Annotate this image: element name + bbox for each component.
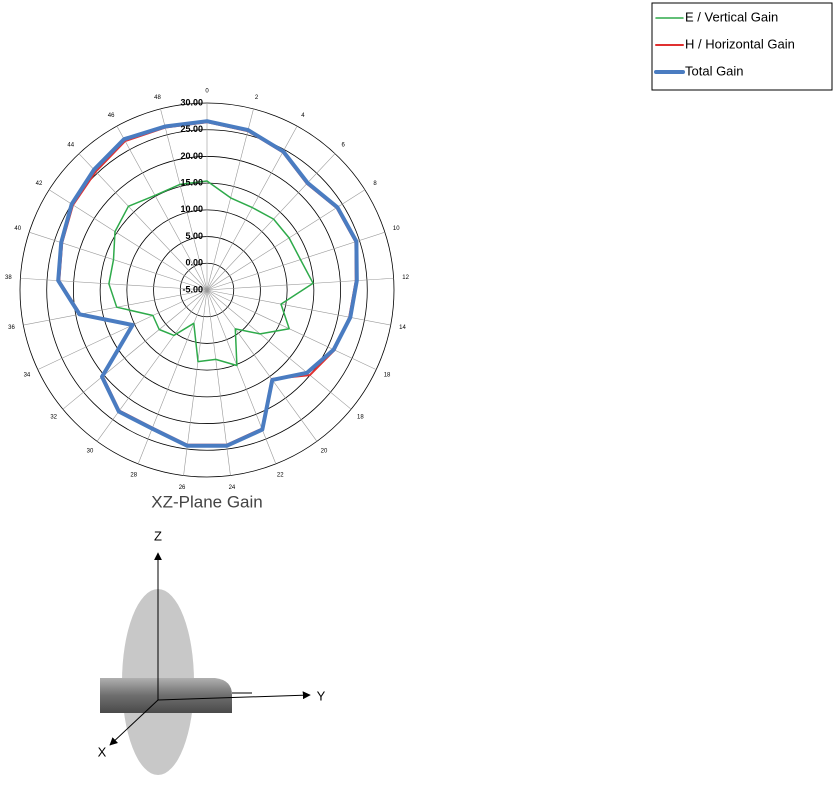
- legend: E / Vertical Gain H / Horizontal Gain Tota…: [651, 2, 833, 91]
- x-axis: [109, 699, 159, 746]
- r-tick-label: 25.00: [180, 124, 203, 134]
- spoke: [23, 289, 208, 326]
- spoke: [206, 289, 377, 370]
- device: [100, 678, 232, 713]
- legend-label: H / Horizontal Gain: [685, 36, 795, 51]
- legend-label: Total Gain: [685, 63, 744, 78]
- series-line: [108, 180, 314, 367]
- angle-label: 24: [229, 485, 236, 491]
- spoke: [78, 153, 208, 291]
- angle-label: 44: [67, 143, 74, 149]
- angle-label: 46: [108, 113, 115, 119]
- angle-label: 20: [321, 449, 328, 455]
- spoke: [37, 289, 208, 370]
- spoke: [206, 277, 394, 291]
- r-tick-label: 0.00: [185, 258, 203, 268]
- angle-label: 12: [402, 275, 409, 281]
- spoke: [116, 125, 208, 291]
- r-tick-label: 10.00: [180, 204, 203, 214]
- angle-label: 34: [24, 372, 31, 378]
- angle-label: 18: [384, 372, 391, 378]
- angle-label: 48: [154, 95, 161, 101]
- series-line: [56, 119, 359, 448]
- angle-label: 36: [8, 325, 15, 331]
- axis-label: X: [98, 744, 107, 759]
- spoke: [137, 289, 208, 464]
- legend-label: E / Vertical Gain: [685, 9, 778, 24]
- spoke: [96, 289, 208, 442]
- spoke: [206, 153, 336, 291]
- axis-label: Z: [154, 528, 162, 543]
- angle-label: 30: [87, 449, 94, 455]
- angle-label: 8: [373, 181, 377, 187]
- spoke: [62, 289, 208, 410]
- spoke: [160, 108, 208, 291]
- spoke: [48, 189, 208, 291]
- angle-label: 32: [50, 414, 57, 420]
- spoke: [29, 231, 208, 291]
- angle-label: 22: [277, 473, 284, 479]
- angle-label: 26: [179, 485, 186, 491]
- angle-label: 14: [399, 325, 406, 331]
- spoke: [206, 289, 277, 464]
- angle-label: 10: [393, 226, 400, 232]
- angle-label: 6: [342, 143, 346, 149]
- axes-diagram: Z Y X: [98, 528, 326, 775]
- angle-label: 2: [255, 95, 259, 101]
- angle-label: 40: [14, 226, 21, 232]
- r-tick-label: 20.00: [180, 151, 203, 161]
- y-axis: [157, 691, 311, 701]
- spoke: [206, 289, 318, 442]
- spoke: [206, 289, 352, 410]
- r-tick-label: 15.00: [180, 178, 203, 188]
- r-tick-label: -5.00: [182, 284, 203, 294]
- spoke: [20, 277, 208, 291]
- r-tick-label: 5.00: [185, 231, 203, 241]
- angle-label: 28: [130, 473, 137, 479]
- chart-title: XZ-Plane Gain: [151, 492, 263, 511]
- r-tick-label: 30.00: [180, 97, 203, 107]
- angle-label: 0: [205, 89, 209, 95]
- axis-label: Y: [317, 688, 326, 703]
- angle-label: 38: [5, 275, 12, 281]
- spoke: [206, 289, 391, 326]
- spoke: [206, 108, 254, 291]
- angle-label: 42: [36, 181, 43, 187]
- angle-label: 4: [301, 113, 305, 119]
- angle-label: 18: [357, 414, 364, 420]
